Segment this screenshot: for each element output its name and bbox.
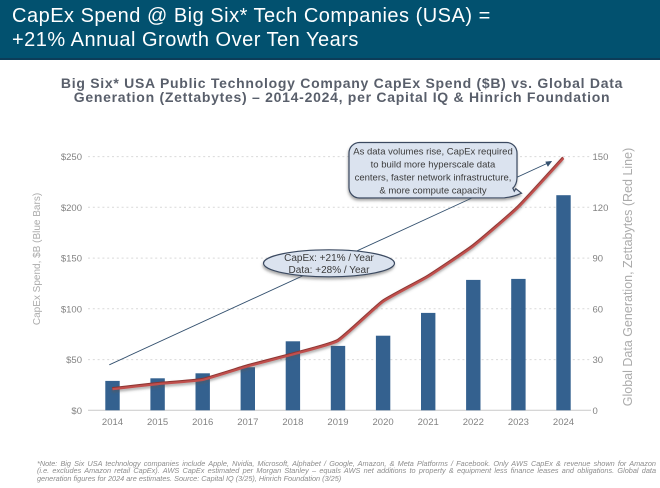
svg-text:2019: 2019 [327,417,348,428]
svg-text:2018: 2018 [282,417,303,428]
svg-text:As data volumes rise, CapEx re: As data volumes rise, CapEx required [353,147,512,158]
svg-text:2023: 2023 [508,417,529,428]
svg-text:120: 120 [593,203,609,214]
svg-text:$200: $200 [61,203,82,214]
svg-text:$0: $0 [71,406,82,417]
svg-text:90: 90 [593,254,604,265]
svg-text:0: 0 [593,406,598,417]
svg-text:2017: 2017 [237,417,258,428]
svg-text:150: 150 [593,152,609,163]
svg-text:Data: +28% / Year: Data: +28% / Year [289,265,371,276]
svg-text:2020: 2020 [373,417,394,428]
svg-text:2022: 2022 [463,417,484,428]
svg-text:2021: 2021 [418,417,439,428]
svg-text:$100: $100 [61,304,82,315]
svg-text:& more compute capacity: & more compute capacity [379,186,486,197]
svg-text:60: 60 [593,304,604,315]
svg-text:CapEx Spend, $B (Blue Bars): CapEx Spend, $B (Blue Bars) [32,193,43,325]
svg-text:2024: 2024 [553,417,574,428]
svg-text:2014: 2014 [102,417,123,428]
svg-text:$150: $150 [61,254,82,265]
svg-text:CapEx: +21% / Year: CapEx: +21% / Year [284,253,374,264]
svg-text:to build more hyperscale data: to build more hyperscale data [371,160,496,171]
svg-text:2016: 2016 [192,417,213,428]
svg-text:$50: $50 [66,355,82,366]
svg-text:30: 30 [593,355,604,366]
svg-text:2015: 2015 [147,417,168,428]
svg-text:$250: $250 [61,152,82,163]
svg-text:centers, faster network infras: centers, faster network infrastructure, [355,173,512,184]
svg-text:Global Data Generation, Zettab: Global Data Generation, Zettabytes (Red … [621,148,635,406]
